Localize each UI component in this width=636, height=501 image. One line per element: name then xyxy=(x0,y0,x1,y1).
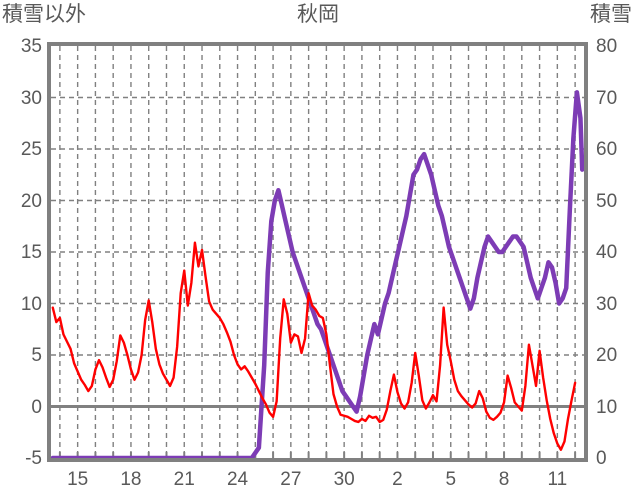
y-right-tick: 60 xyxy=(596,139,618,160)
x-tick: 24 xyxy=(226,469,249,490)
y-right-tick: 40 xyxy=(596,242,618,263)
x-tick: 5 xyxy=(445,469,457,490)
y-left-tick: 30 xyxy=(20,87,42,109)
y-right-tick: 70 xyxy=(596,87,618,109)
y-right-tick: 80 xyxy=(596,36,618,57)
left-axis-title: 積雪以外 xyxy=(2,3,86,26)
x-tick: 18 xyxy=(120,469,142,490)
y-left-tick: 35 xyxy=(20,36,42,57)
temperature-series xyxy=(51,241,577,451)
y-left-tick: 5 xyxy=(31,345,42,366)
chart-title: 秋岡 xyxy=(297,3,339,26)
y-left-tick: 20 xyxy=(20,190,42,212)
y-left-tick: 0 xyxy=(31,396,42,418)
y-right-tick: 0 xyxy=(596,448,607,469)
y-left-tick: -5 xyxy=(25,448,42,469)
snow-depth-series xyxy=(51,90,584,458)
y-right-tick: 20 xyxy=(596,345,618,366)
y-right-tick: 10 xyxy=(596,396,618,418)
x-tick: 15 xyxy=(67,469,89,490)
x-tick: 21 xyxy=(173,469,195,490)
y-right-tick: 50 xyxy=(596,190,618,212)
x-tick: 2 xyxy=(392,469,403,490)
x-tick: 11 xyxy=(547,469,568,490)
horizontal-gridlines xyxy=(51,96,584,356)
y-left-tick: 15 xyxy=(20,242,42,263)
x-tick: 27 xyxy=(280,469,302,490)
y-left-tick: 10 xyxy=(20,293,42,315)
x-tick: 8 xyxy=(498,469,510,490)
right-axis-title: 積雪 xyxy=(590,3,632,26)
plot-area xyxy=(51,46,584,458)
x-tick: 30 xyxy=(333,469,355,490)
y-left-tick: 25 xyxy=(20,139,42,160)
y-right-tick: 30 xyxy=(596,293,618,315)
